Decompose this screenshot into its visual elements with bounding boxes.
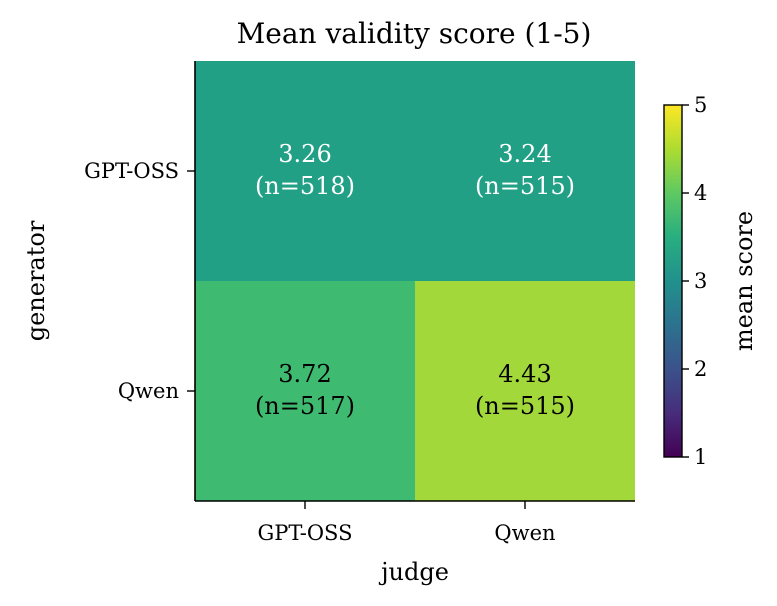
y-tick-label: Qwen [118, 379, 179, 403]
x-tick-label: Qwen [494, 521, 555, 545]
cell-value-label: 3.24 [498, 140, 551, 168]
colorbar-tick-label: 2 [694, 357, 707, 381]
cell-count-label: (n=517) [255, 392, 355, 420]
colorbar-tick-label: 5 [694, 93, 707, 117]
colorbar [663, 104, 683, 458]
heatmap-cell [195, 281, 415, 501]
y-axis-label: generator [22, 220, 50, 341]
cell-count-label: (n=518) [255, 172, 355, 200]
colorbar-tick-label: 1 [694, 445, 707, 469]
heatmap-cells: 3.26 (n=518) 3.24 (n=515) 3.72 (n=517) 4.43 (n=… [195, 61, 635, 501]
chart-title: Mean validity score (1-5) [237, 17, 592, 50]
cell-value-label: 4.43 [498, 360, 551, 388]
cell-value-label: 3.26 [278, 140, 331, 168]
y-ticks: GPT-OSS Qwen [84, 159, 195, 403]
x-tick-label: GPT-OSS [258, 521, 353, 545]
x-ticks: GPT-OSS Qwen [258, 501, 556, 545]
y-tick-label: GPT-OSS [84, 159, 179, 183]
heatmap-cell [195, 61, 415, 281]
cell-value-label: 3.72 [278, 360, 331, 388]
x-axis-label: judge [378, 558, 449, 586]
colorbar-tick-label: 4 [694, 181, 707, 205]
colorbar-tick-label: 3 [694, 269, 707, 293]
colorbar-ticks: 1 2 3 4 5 [682, 93, 707, 469]
cell-count-label: (n=515) [475, 172, 575, 200]
heatmap-cell [415, 281, 635, 501]
cell-count-label: (n=515) [475, 392, 575, 420]
colorbar-label: mean score [730, 211, 758, 351]
heatmap-cell [415, 61, 635, 281]
